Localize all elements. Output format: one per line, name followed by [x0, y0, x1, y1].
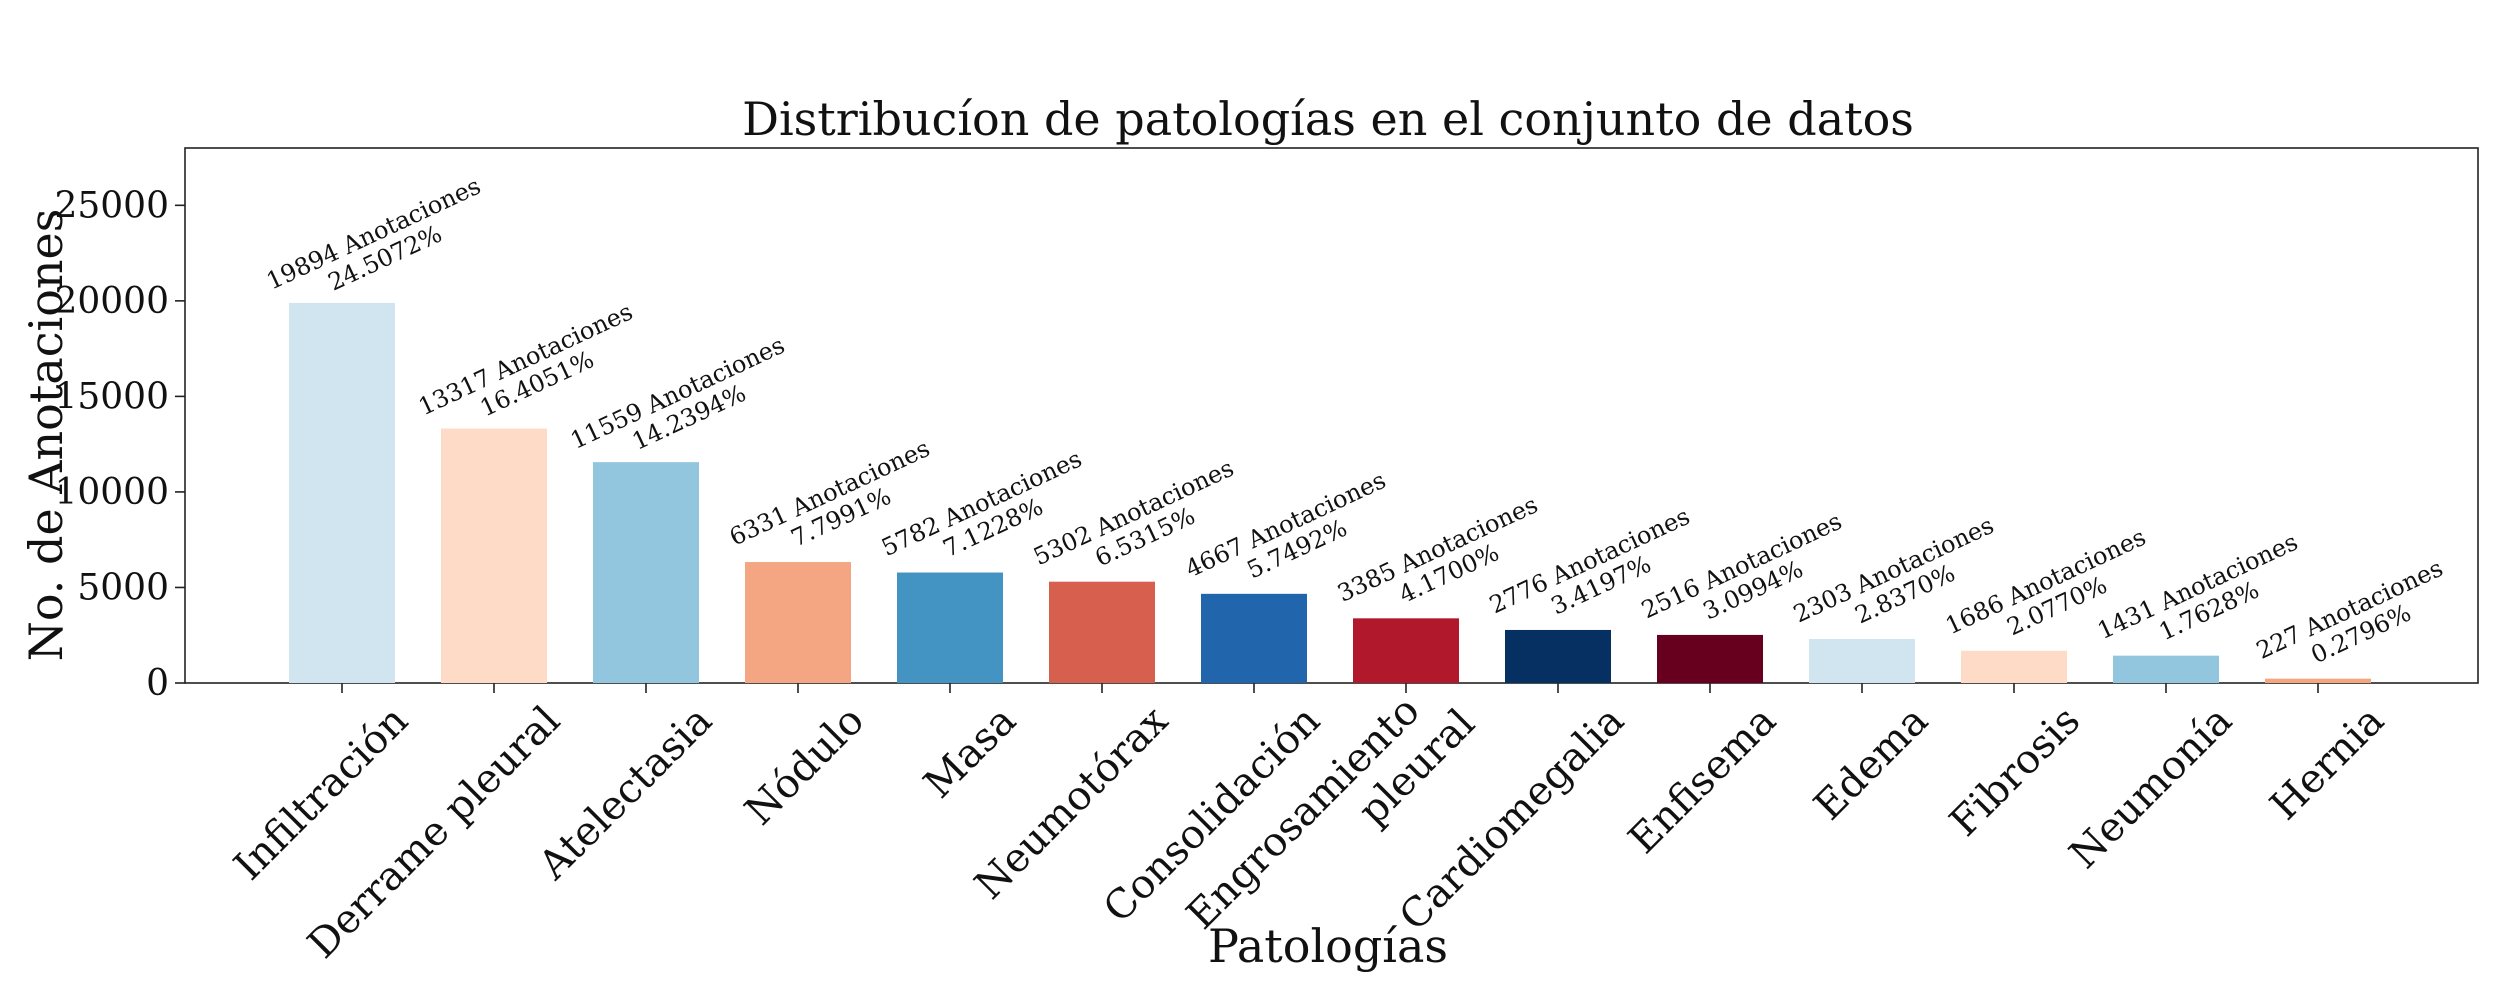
- x-tick-label: Masa: [915, 698, 1025, 808]
- plot-frame: [184, 147, 2479, 684]
- bar: [745, 562, 851, 683]
- bar: [1505, 629, 1611, 683]
- y-tick-label: 25000: [54, 185, 169, 226]
- x-tick-label: Edema: [1805, 698, 1937, 830]
- bar: [1809, 638, 1915, 683]
- data-label: 11559 Anotaciones14.2394%: [566, 331, 800, 479]
- bar: [441, 428, 547, 683]
- y-tick-label: 15000: [54, 376, 169, 417]
- bar: [897, 572, 1003, 683]
- data-label: 227 Anotaciones0.2796%: [2252, 554, 2458, 689]
- y-axis-label: No. de Anotaciones: [19, 209, 73, 662]
- data-label: 19894 Anotaciones24.5072%: [262, 172, 496, 320]
- bar: [2113, 655, 2219, 683]
- x-tick-label: Hernia: [2261, 698, 2393, 830]
- bar: [1201, 593, 1307, 683]
- bar: [593, 462, 699, 683]
- data-label: 6331 Anotaciones7.7991%: [725, 434, 945, 576]
- bar: [1961, 650, 2067, 683]
- y-tick-label: 20000: [54, 281, 169, 322]
- data-label: 3385 Anotaciones4.1700%: [1333, 490, 1553, 632]
- bar: [1049, 581, 1155, 683]
- x-axis-label: Patologías: [1208, 919, 1448, 973]
- bar: [1657, 634, 1763, 683]
- x-tick-label: Nódulo: [736, 698, 873, 835]
- bar: [1353, 618, 1459, 683]
- bar: [2265, 678, 2371, 683]
- x-tick-label: Neumonía: [2061, 698, 2241, 878]
- chart-title: Distribucíon de patologías en el conjunt…: [742, 92, 1914, 146]
- y-tick-label: 10000: [54, 472, 169, 513]
- x-tick-label: Derrame pleural: [299, 698, 569, 968]
- plot-area: 0 5000 10000 15000 20000 25000 19894 Anotacion…: [54, 147, 2479, 968]
- x-tick-label: Enfisema: [1620, 698, 1785, 863]
- x-tick-label: Fibrosis: [1941, 698, 2089, 846]
- y-tick-label: 5000: [77, 567, 169, 608]
- bar: [289, 302, 395, 683]
- y-tick-label: 0: [146, 663, 169, 704]
